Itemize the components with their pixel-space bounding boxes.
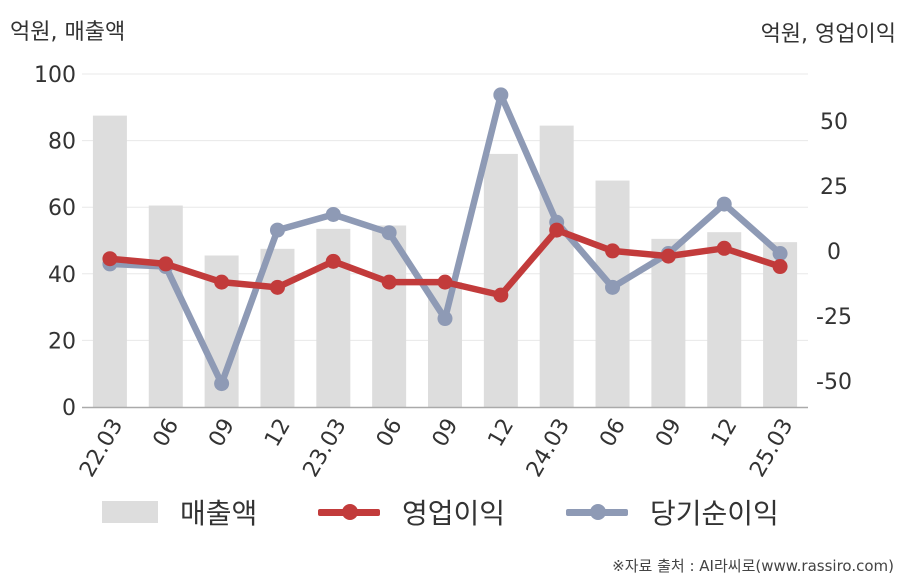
point-operating-profit [325, 253, 341, 269]
x-axis-tick-label: 12 [260, 415, 296, 452]
point-net-income [493, 87, 509, 103]
right-axis-tick-label: 25 [820, 175, 848, 200]
point-net-income [269, 222, 285, 238]
legend-label-net-income: 당기순이익 [650, 497, 779, 530]
point-operating-profit [605, 243, 621, 259]
x-axis-tick-label: 12 [707, 415, 743, 452]
point-net-income [214, 376, 230, 392]
point-net-income [772, 246, 788, 262]
x-axis-tick-label: 23.03 [299, 415, 352, 482]
legend-item-operating-profit: 영업이익 [318, 492, 505, 532]
point-net-income [437, 311, 453, 327]
bar-revenue [260, 248, 295, 407]
point-operating-profit [772, 259, 788, 275]
legend-swatch-net-income [566, 500, 628, 524]
bar-revenue [707, 232, 742, 407]
x-axis-tick-label: 22.03 [75, 415, 128, 482]
point-operating-profit [660, 248, 676, 264]
legend-swatch-revenue [102, 501, 158, 523]
legend-label-revenue: 매출액 [180, 497, 258, 530]
point-operating-profit [102, 251, 118, 267]
left-axis-tick-label: 80 [48, 130, 76, 155]
left-axis-tick-label: 60 [48, 196, 76, 221]
point-operating-profit [716, 240, 732, 256]
legend-item-revenue: 매출액 [102, 492, 257, 532]
bar-revenue [651, 238, 686, 407]
x-axis-tick-label: 25.03 [745, 415, 798, 482]
bar-revenue [539, 125, 574, 408]
right-axis-unit-label: 억원, 영업이익 [760, 22, 896, 47]
right-axis-tick-label: -25 [816, 305, 852, 330]
point-operating-profit [158, 256, 174, 272]
point-net-income [325, 206, 341, 222]
right-axis-tick-label: -50 [816, 370, 852, 395]
x-axis-tick-label: 09 [651, 415, 687, 452]
point-net-income [716, 196, 732, 212]
x-axis-tick-label: 24.03 [522, 415, 575, 482]
x-axis-tick-label: 06 [149, 415, 185, 452]
point-operating-profit [381, 274, 397, 290]
point-operating-profit [437, 274, 453, 290]
legend-swatch-operating-profit [318, 500, 380, 524]
left-axis-unit-label: 억원, 매출액 [10, 20, 126, 45]
x-axis-tick-label: 09 [204, 415, 240, 452]
point-operating-profit [214, 274, 230, 290]
point-operating-profit [269, 279, 285, 295]
bar-revenue [148, 205, 183, 407]
x-axis-tick-label: 06 [595, 415, 631, 452]
legend-item-net-income: 당기순이익 [566, 492, 779, 532]
legend-label-operating-profit: 영업이익 [402, 497, 506, 530]
x-axis-tick-label: 06 [372, 415, 408, 452]
point-net-income [381, 225, 397, 241]
right-axis-tick-label: 50 [820, 110, 848, 135]
point-operating-profit [493, 287, 509, 303]
left-axis-tick-label: 0 [62, 396, 76, 421]
right-axis-tick-label: 0 [827, 240, 841, 265]
point-operating-profit [549, 222, 565, 238]
point-net-income [605, 279, 621, 295]
source-credit: ※자료 출처 : AI라씨로(www.rassiro.com) [612, 557, 894, 575]
x-axis-tick-label: 12 [484, 415, 520, 452]
left-axis-tick-label: 100 [34, 63, 76, 88]
left-axis-tick-label: 20 [48, 329, 76, 354]
left-axis-tick-label: 40 [48, 263, 76, 288]
x-axis-tick-label: 09 [428, 415, 464, 452]
